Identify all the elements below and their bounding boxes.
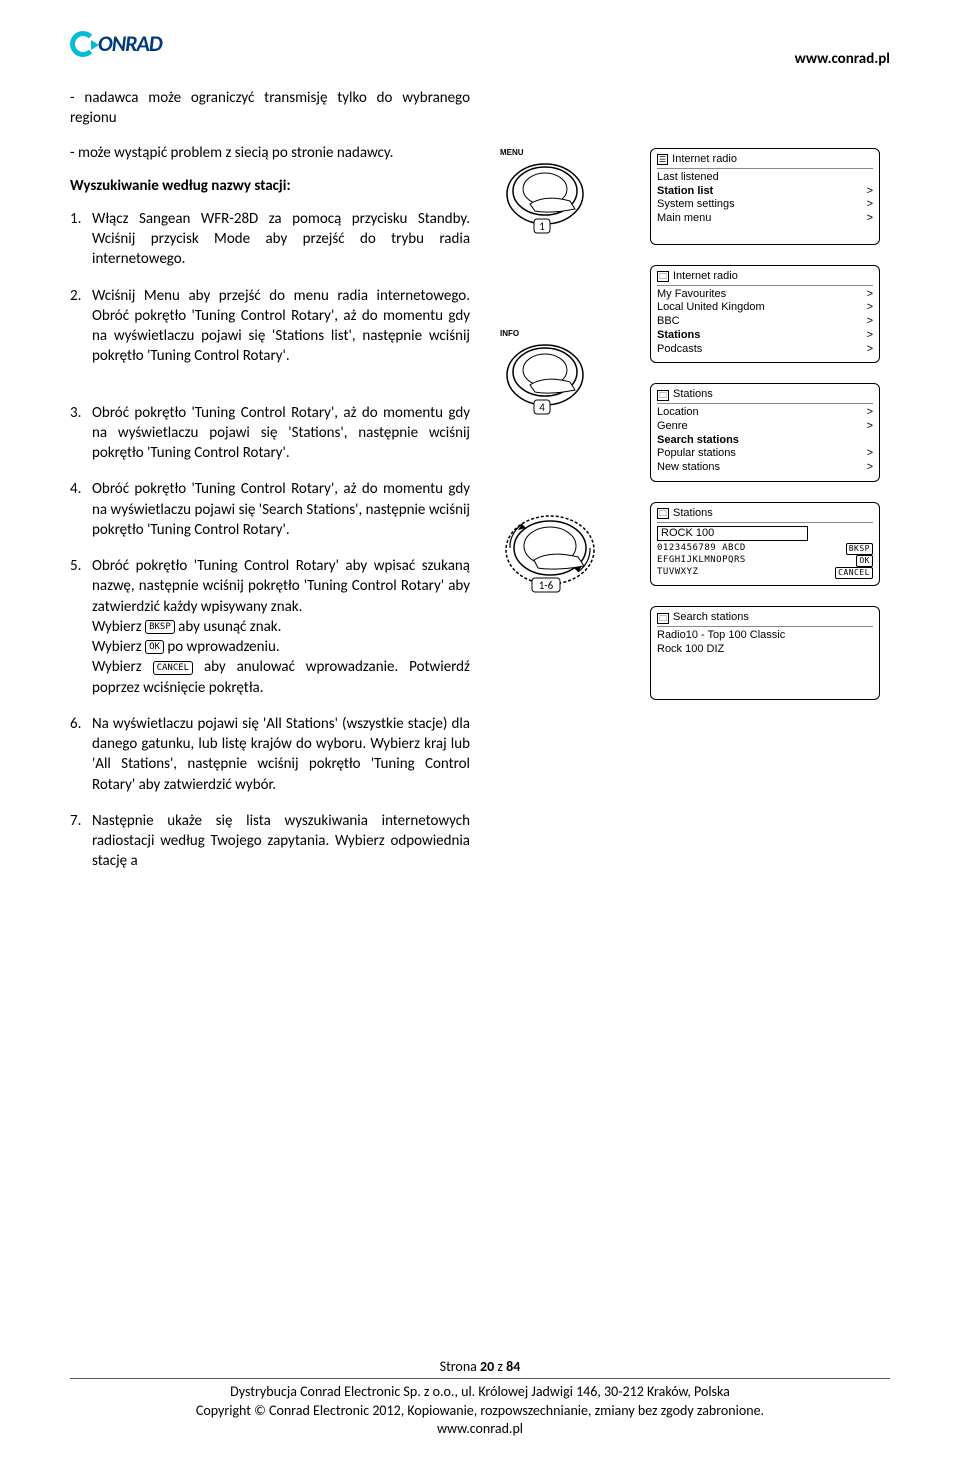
page-header: ONRAD www.conrad.pl [70,30,890,68]
screen-row-label: Station list [657,185,713,199]
ok-button: OK [856,555,873,567]
screen-keyboard: 🗀 Stations ROCK 100 0123456789 ABCD BKSP E… [650,502,880,587]
step-5b-pre: Wybierz [92,618,145,636]
step-5b-post: aby usunąć znak. [175,618,282,636]
step-2: 2.Wciśnij Menu aby przejść do menu radia… [70,286,470,367]
screen-row-label: Rock 100 DIZ [657,643,724,657]
screen-row-label: Radio10 - Top 100 Classic [657,629,785,643]
intro-line-1: - nadawca może ograniczyć transmisję tyl… [70,88,470,129]
screen-internet-radio-1: ☰ Internet radio Last listened Station li… [650,148,880,245]
ok-icon: OK [145,640,164,654]
screen-title: Stations [673,388,713,402]
screen-row-label: System settings [657,198,735,212]
list-icon: ☰ [657,154,668,165]
step-1: 1.Włącz Sangean WFR-28D za pomocą przyci… [70,209,470,270]
step-5-text-a: Obróć pokrętło 'Tuning Control Rotary' a… [92,557,470,616]
screen-row-label: Stations [657,329,700,343]
step-5c-post: po wprowadzeniu. [164,638,280,656]
knob-column: MENU 1 INFO 4 [500,88,620,888]
knob-info-label: INFO [500,329,620,338]
svg-text:1: 1 [539,220,545,233]
step-5d-pre: Wybierz [92,658,153,676]
screen-row-label: My Favourites [657,288,726,302]
page-number: Strona 20 z 84 [70,1358,890,1376]
step-5: 5. Obróć pokrętło 'Tuning Control Rotary… [70,556,470,698]
page-footer: Strona 20 z 84 Dystrybucja Conrad Electr… [70,1358,890,1438]
intro-line-2: - może wystąpić problem z siecią po stro… [70,143,470,163]
header-url: www.conrad.pl [795,50,890,68]
logo-icon [70,31,96,57]
screen-row-label: Last listened [657,171,719,185]
knob-menu: MENU 1 [500,148,620,239]
knob-info: INFO 4 [500,329,620,420]
bksp-icon: BKSP [145,620,175,634]
knob-rotary: 1-6 [500,510,620,600]
screen-title: Search stations [673,611,749,625]
folder-icon: 🗀 [657,613,669,624]
footer-line-2: Copyright © Conrad Electronic 2012, Kopi… [70,1402,890,1420]
screen-row-label: Podcasts [657,343,702,357]
bksp-button: BKSP [846,543,873,555]
kb-row-2: EFGHIJKLMNOPQRS [657,555,746,567]
svg-text:4: 4 [539,401,545,414]
kb-row-1: 0123456789 ABCD [657,543,746,555]
screen-row-label: Local United Kingdom [657,301,765,315]
folder-icon: 🗀 [657,271,669,282]
section-heading: Wyszukiwanie według nazwy stacji: [70,177,470,195]
kb-row-3: TUVWXYZ [657,567,698,579]
step-list-cont: 3.Obróć pokrętło 'Tuning Control Rotary'… [70,403,470,872]
screen-row-label: Main menu [657,212,711,226]
knob-menu-icon: 1 [500,159,590,239]
screen-title: Internet radio [672,153,737,167]
step-7: 7.Następnie ukaże się lista wyszukiwania… [70,811,470,872]
screen-row-label: BBC [657,315,680,329]
screen-row-label: New stations [657,461,720,475]
screens-column: ☰ Internet radio Last listened Station li… [650,88,880,888]
screen-title: Stations [673,507,713,521]
screen-row-label: Location [657,406,699,420]
text-column: - nadawca może ograniczyć transmisję tyl… [70,88,470,888]
step-list: 1.Włącz Sangean WFR-28D za pomocą przyci… [70,209,470,367]
step-6: 6.Na wyświetlaczu pojawi się 'All Statio… [70,714,470,795]
knob-menu-label: MENU [500,148,620,157]
cancel-button: CANCEL [835,567,873,579]
screen-row-label: Genre [657,420,688,434]
screen-search-results: 🗀 Search stations Radio10 - Top 100 Class… [650,606,880,699]
screen-internet-radio-2: 🗀Internet radio My Favourites> Local Uni… [650,265,880,364]
screen-row-label: Search stations [657,434,739,448]
logo: ONRAD [70,30,162,57]
screen-stations: 🗀Stations Location> Genre> Search statio… [650,383,880,482]
footer-line-3: www.conrad.pl [70,1420,890,1438]
search-input-value: ROCK 100 [657,526,808,542]
screen-title: Internet radio [673,270,738,284]
cancel-icon: CANCEL [153,661,194,675]
step-5c-pre: Wybierz [92,638,145,656]
step-4: 4.Obróć pokrętło 'Tuning Control Rotary'… [70,479,470,540]
step-3: 3.Obróć pokrętło 'Tuning Control Rotary'… [70,403,470,464]
knob-info-icon: 4 [500,340,590,420]
logo-text: ONRAD [98,30,162,57]
screen-row-label: Popular stations [657,447,736,461]
footer-line-1: Dystrybucja Conrad Electronic Sp. z o.o.… [70,1383,890,1401]
knob-rotary-icon: 1-6 [500,510,600,600]
folder-icon: 🗀 [657,508,669,519]
svg-text:1-6: 1-6 [539,579,554,592]
folder-icon: 🗀 [657,390,669,401]
